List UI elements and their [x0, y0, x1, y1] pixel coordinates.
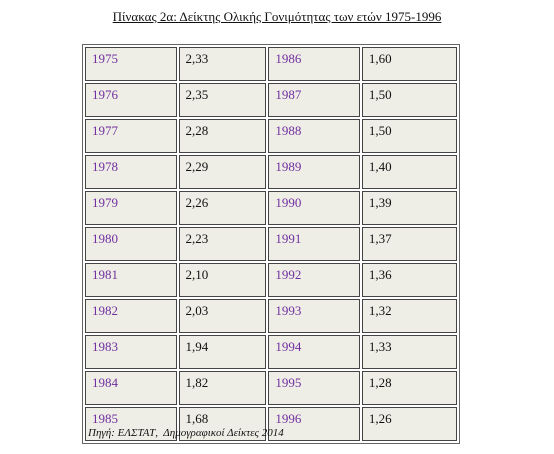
year-cell: 1992 [268, 263, 360, 297]
value-cell: 2,35 [178, 83, 267, 117]
table-row: 1978 2,29 1989 1,40 [85, 155, 457, 189]
year-cell: 1979 [85, 191, 177, 225]
value-cell: 2,28 [178, 119, 267, 153]
year-cell: 1996 [268, 407, 360, 441]
year-cell: 1985 [85, 407, 177, 441]
table-row: 1982 2,03 1993 1,32 [85, 299, 457, 333]
year-cell: 1983 [85, 335, 177, 369]
year-cell: 1982 [85, 299, 177, 333]
table-row: 1976 2,35 1987 1,50 [85, 83, 457, 117]
year-cell: 1995 [268, 371, 360, 405]
value-cell: 2,26 [178, 191, 267, 225]
year-cell: 1994 [268, 335, 360, 369]
year-cell: 1991 [268, 227, 360, 261]
year-cell: 1989 [268, 155, 360, 189]
table-row: 1985 1,68 1996 1,26 [85, 407, 457, 441]
value-cell: 1,82 [178, 371, 267, 405]
value-cell: 1,94 [178, 335, 267, 369]
value-cell: 2,03 [178, 299, 267, 333]
value-cell: 2,33 [178, 47, 267, 81]
year-cell: 1978 [85, 155, 177, 189]
year-cell: 1976 [85, 83, 177, 117]
table-row: 1981 2,10 1992 1,36 [85, 263, 457, 297]
value-cell: 2,10 [178, 263, 267, 297]
value-cell: 1,32 [361, 299, 457, 333]
table-row: 1979 2,26 1990 1,39 [85, 191, 457, 225]
table-row: 1984 1,82 1995 1,28 [85, 371, 457, 405]
value-cell: 1,28 [361, 371, 457, 405]
value-cell: 1,40 [361, 155, 457, 189]
year-cell: 1984 [85, 371, 177, 405]
value-cell: 1,39 [361, 191, 457, 225]
fertility-table: 1975 2,33 1986 1,60 1976 2,35 1987 1,50 1977 2,28… [82, 44, 460, 444]
value-cell: 2,29 [178, 155, 267, 189]
table-row: 1975 2,33 1986 1,60 [85, 47, 457, 81]
value-cell: 1,36 [361, 263, 457, 297]
value-cell: 1,50 [361, 83, 457, 117]
table-row: 1983 1,94 1994 1,33 [85, 335, 457, 369]
year-cell: 1993 [268, 299, 360, 333]
value-cell: 1,60 [361, 47, 457, 81]
value-cell: 1,26 [361, 407, 457, 441]
year-cell: 1986 [268, 47, 360, 81]
year-cell: 1990 [268, 191, 360, 225]
value-cell: 1,33 [361, 335, 457, 369]
table-row: 1980 2,23 1991 1,37 [85, 227, 457, 261]
year-cell: 1977 [85, 119, 177, 153]
value-cell: 1,50 [361, 119, 457, 153]
year-cell: 1975 [85, 47, 177, 81]
value-cell: 2,23 [178, 227, 267, 261]
value-cell: 1,37 [361, 227, 457, 261]
title: Πίνακας 2α: Δείκτης Ολικής Γονιμότητας τ… [112, 9, 442, 24]
table-row: 1977 2,28 1988 1,50 [85, 119, 457, 153]
year-cell: 1980 [85, 227, 177, 261]
year-cell: 1988 [268, 119, 360, 153]
source-note: Πηγή: ΕΛΣΤΑΤ, Δημογραφικοί Δείκτες 2014 [88, 427, 284, 439]
year-cell: 1987 [268, 83, 360, 117]
year-cell: 1981 [85, 263, 177, 297]
value-cell: 1,68 [178, 407, 267, 441]
